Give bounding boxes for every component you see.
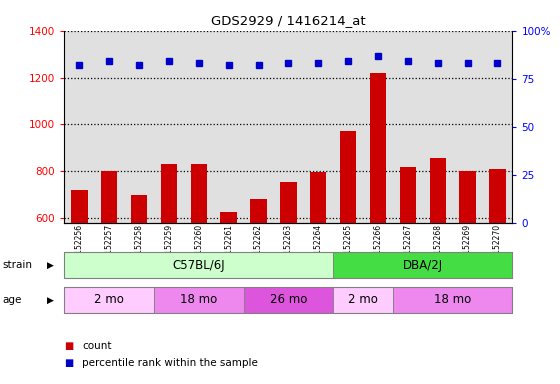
Bar <box>370 73 386 359</box>
Bar <box>340 131 356 359</box>
Text: 26 mo: 26 mo <box>270 293 307 306</box>
Text: age: age <box>3 295 22 305</box>
Text: 2 mo: 2 mo <box>348 293 378 306</box>
Bar <box>71 190 87 359</box>
Text: DBA/2J: DBA/2J <box>403 259 443 272</box>
Text: percentile rank within the sample: percentile rank within the sample <box>82 358 258 368</box>
Text: ▶: ▶ <box>47 295 54 305</box>
Text: strain: strain <box>3 260 33 270</box>
Bar <box>489 169 506 359</box>
Bar <box>250 199 267 359</box>
Text: count: count <box>82 341 112 351</box>
Text: 18 mo: 18 mo <box>434 293 472 306</box>
Title: GDS2929 / 1416214_at: GDS2929 / 1416214_at <box>211 14 366 27</box>
Bar <box>131 195 147 359</box>
Bar <box>221 212 237 359</box>
Text: ■: ■ <box>64 341 74 351</box>
Text: ■: ■ <box>64 358 74 368</box>
Text: ▶: ▶ <box>47 261 54 270</box>
Bar <box>310 172 326 359</box>
Bar <box>280 182 297 359</box>
Bar <box>400 167 416 359</box>
Bar <box>459 171 476 359</box>
Bar <box>190 164 207 359</box>
Text: 2 mo: 2 mo <box>94 293 124 306</box>
Bar <box>101 171 118 359</box>
Text: C57BL/6J: C57BL/6J <box>172 259 225 272</box>
Bar <box>161 164 177 359</box>
Text: 18 mo: 18 mo <box>180 293 217 306</box>
Bar <box>430 158 446 359</box>
